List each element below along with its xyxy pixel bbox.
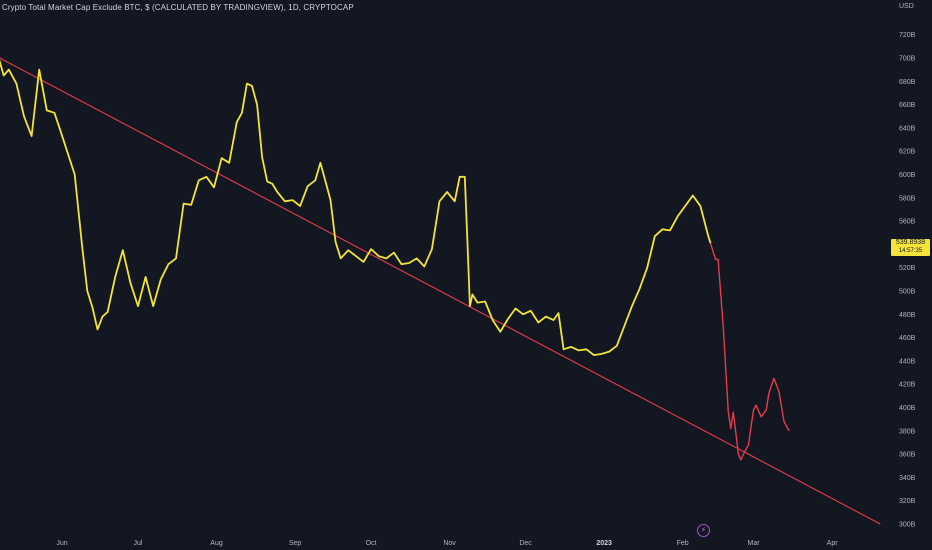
y-tick-label: 380B [899,428,916,435]
x-tick-label: Nov [443,540,456,547]
x-tick-label: Dec [519,540,532,547]
y-tick-label: 480B [899,312,916,319]
y-tick-label: 420B [899,382,916,389]
last-price-tag: 539.8938 14:57:35 [891,239,930,256]
y-tick-label: 660B [899,102,916,109]
series-layer [0,59,790,461]
lightning-icon[interactable]: ⚡ [697,524,710,537]
y-tick-label: 520B [899,265,916,272]
y-tick-label: 360B [899,452,916,459]
y-tick-label: 320B [899,498,916,505]
x-tick-label: Aug [210,540,223,547]
x-tick-label: Feb [677,540,689,547]
x-tick-label: Jun [56,540,67,547]
y-tick-label: 600B [899,172,916,179]
y-tick-label: 560B [899,219,916,226]
y-tick-label: 400B [899,405,916,412]
last-price-value: 539.8938 [895,239,926,246]
y-tick-label: 440B [899,358,916,365]
y-tick-label: 340B [899,475,916,482]
x-tick-label: Mar [748,540,761,547]
y-tick-label: 580B [899,195,916,202]
x-tick-label: Sep [289,540,302,547]
trendline-layer [0,53,881,525]
x-tick-label: Oct [366,540,377,547]
y-tick-label: 640B [899,125,916,132]
x-tick-label: 2023 [596,540,612,547]
y-tick-label: 460B [899,335,916,342]
y-tick-label: 500B [899,289,916,296]
x-tick-label: Jul [134,540,143,547]
chart-title: Crypto Total Market Cap Exclude BTC, $ (… [2,3,354,12]
y-tick-label: 720B [899,32,916,39]
series-line-main [0,59,712,357]
x-axis[interactable]: Jun Jul Aug Sep Oct Nov Dec 2023 Feb Mar Apr [56,540,838,547]
y-tick-label: 680B [899,79,916,86]
x-tick-label: Apr [827,540,839,547]
series-line-recent [709,242,790,461]
y-tick-label: 700B [899,56,916,63]
trendline[interactable] [0,53,881,525]
y-tick-label: 300B [899,522,916,529]
currency-label[interactable]: USD [899,3,914,10]
bar-countdown: 14:57:35 [898,248,923,254]
y-tick-label: 620B [899,149,916,156]
